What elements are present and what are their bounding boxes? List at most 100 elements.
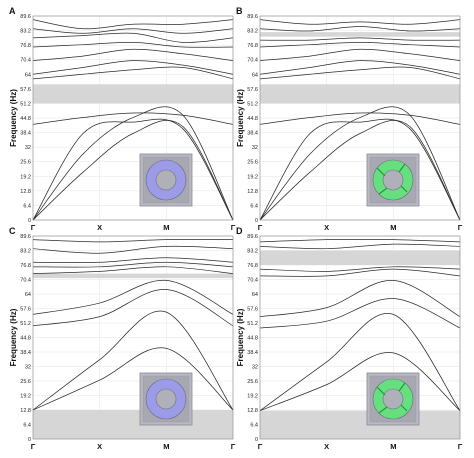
y-tick-label: 83.2 xyxy=(247,29,258,35)
band-line xyxy=(259,60,461,75)
band-line xyxy=(32,347,234,411)
band-line xyxy=(32,310,234,411)
x-tick-label: Γ xyxy=(231,223,236,232)
y-tick-label: 38.4 xyxy=(20,350,31,356)
y-tick-label: 83.2 xyxy=(20,29,31,35)
band-line xyxy=(259,106,461,221)
x-tick-label: M xyxy=(163,223,169,232)
unit-cell-inset xyxy=(139,372,193,426)
band-line xyxy=(32,245,234,254)
y-tick-label: 0 xyxy=(255,437,258,443)
band-line xyxy=(32,66,234,80)
y-tick-label: 57.6 xyxy=(247,87,258,93)
band-line xyxy=(32,257,234,263)
band-line xyxy=(32,32,234,43)
y-tick-label: 57.6 xyxy=(20,307,31,313)
band-line xyxy=(259,42,461,48)
y-tick-label: 25.6 xyxy=(20,160,31,166)
ring-rib xyxy=(400,404,408,412)
band-gap xyxy=(33,273,233,279)
band-gap xyxy=(260,32,460,37)
ring-rib xyxy=(376,386,386,396)
panel-a: A 0 6.4 12.8 19.2 25.6 32 38.4 44.8 51.2 57.6 64 70.… xyxy=(9,6,236,232)
y-tick-label: 70.4 xyxy=(247,278,258,284)
x-tick-label: Γ xyxy=(458,442,463,451)
y-tick-label: 89.6 xyxy=(247,234,258,240)
ring-rib xyxy=(398,163,406,173)
band-line xyxy=(259,112,461,125)
y-tick-label: 6.4 xyxy=(23,423,31,429)
band-line xyxy=(32,112,234,125)
ring-hole xyxy=(155,169,177,191)
panel-label: A xyxy=(9,6,16,16)
band-line xyxy=(32,261,234,268)
panel-b: B 0 6.4 12.8 19.2 25.6 32 38.4 44.8 51.2 57.6 64 70.… xyxy=(236,6,463,232)
band-line xyxy=(32,60,234,75)
unit-cell-inset xyxy=(139,153,193,207)
x-tick-label: Γ xyxy=(31,442,36,451)
band-gap xyxy=(260,84,460,104)
y-axis-label: Frequency (Hz) xyxy=(9,89,18,147)
band-line xyxy=(259,312,461,411)
band-line xyxy=(259,19,461,25)
y-tick-label: 89.6 xyxy=(20,14,31,20)
band-line xyxy=(32,120,234,221)
y-tick-label: 12.8 xyxy=(247,189,258,195)
y-tick-label: 25.6 xyxy=(20,379,31,385)
unit-cell-inset xyxy=(366,153,420,207)
band-gap xyxy=(260,410,460,439)
band-line xyxy=(259,118,461,221)
band-line xyxy=(259,280,461,318)
band-line xyxy=(32,239,234,243)
band-gap xyxy=(260,250,460,265)
y-tick-label: 89.6 xyxy=(20,234,31,240)
ring-rib xyxy=(400,185,408,193)
y-tick-label: 51.2 xyxy=(247,321,258,327)
y-tick-label: 12.8 xyxy=(20,189,31,195)
y-tick-label: 38.4 xyxy=(247,131,258,137)
y-tick-label: 51.2 xyxy=(20,101,31,107)
y-tick-label: 12.8 xyxy=(20,408,31,414)
y-axis-label: Frequency (Hz) xyxy=(236,89,245,147)
plot-frame xyxy=(32,235,234,440)
y-tick-label: 0 xyxy=(28,218,31,224)
plot-frame xyxy=(32,15,234,221)
y-tick-label: 32 xyxy=(25,365,31,371)
band-gap xyxy=(33,410,233,439)
panel-c: C 0 6.4 12.8 19.2 25.6 32 38.4 44.8 51.2 57.6 64 70.… xyxy=(9,226,236,451)
y-tick-label: 38.4 xyxy=(20,131,31,137)
ring-rib xyxy=(378,187,388,195)
y-tick-label: 19.2 xyxy=(247,174,258,180)
ring-rib xyxy=(376,167,386,177)
y-tick-label: 19.2 xyxy=(20,394,31,400)
band-line xyxy=(259,268,461,277)
y-tick-label: 44.8 xyxy=(247,336,258,342)
y-tick-label: 25.6 xyxy=(247,379,258,385)
y-tick-label: 25.6 xyxy=(247,160,258,166)
ring-hole xyxy=(155,388,177,410)
band-line xyxy=(259,266,461,272)
y-tick-label: 76.8 xyxy=(20,43,31,49)
ring-rib xyxy=(398,382,406,392)
y-tick-label: 44.8 xyxy=(20,336,31,342)
y-tick-label: 76.8 xyxy=(247,43,258,49)
band-gap xyxy=(33,84,233,104)
y-tick-label: 64 xyxy=(252,292,258,298)
x-tick-label: Γ xyxy=(31,223,36,232)
band-line xyxy=(259,120,461,221)
ring-hole xyxy=(382,169,404,191)
band-line xyxy=(259,26,461,32)
y-tick-label: 83.2 xyxy=(247,249,258,255)
y-tick-label: 89.6 xyxy=(247,14,258,20)
band-line xyxy=(32,106,234,221)
y-tick-label: 44.8 xyxy=(247,116,258,122)
x-tick-label: X xyxy=(97,223,102,232)
band-line xyxy=(32,19,234,30)
band-line xyxy=(259,352,461,412)
panel-label: C xyxy=(9,226,16,236)
band-line xyxy=(259,66,461,80)
y-tick-label: 64 xyxy=(25,72,31,78)
y-tick-label: 83.2 xyxy=(20,249,31,255)
band-line xyxy=(32,280,234,315)
